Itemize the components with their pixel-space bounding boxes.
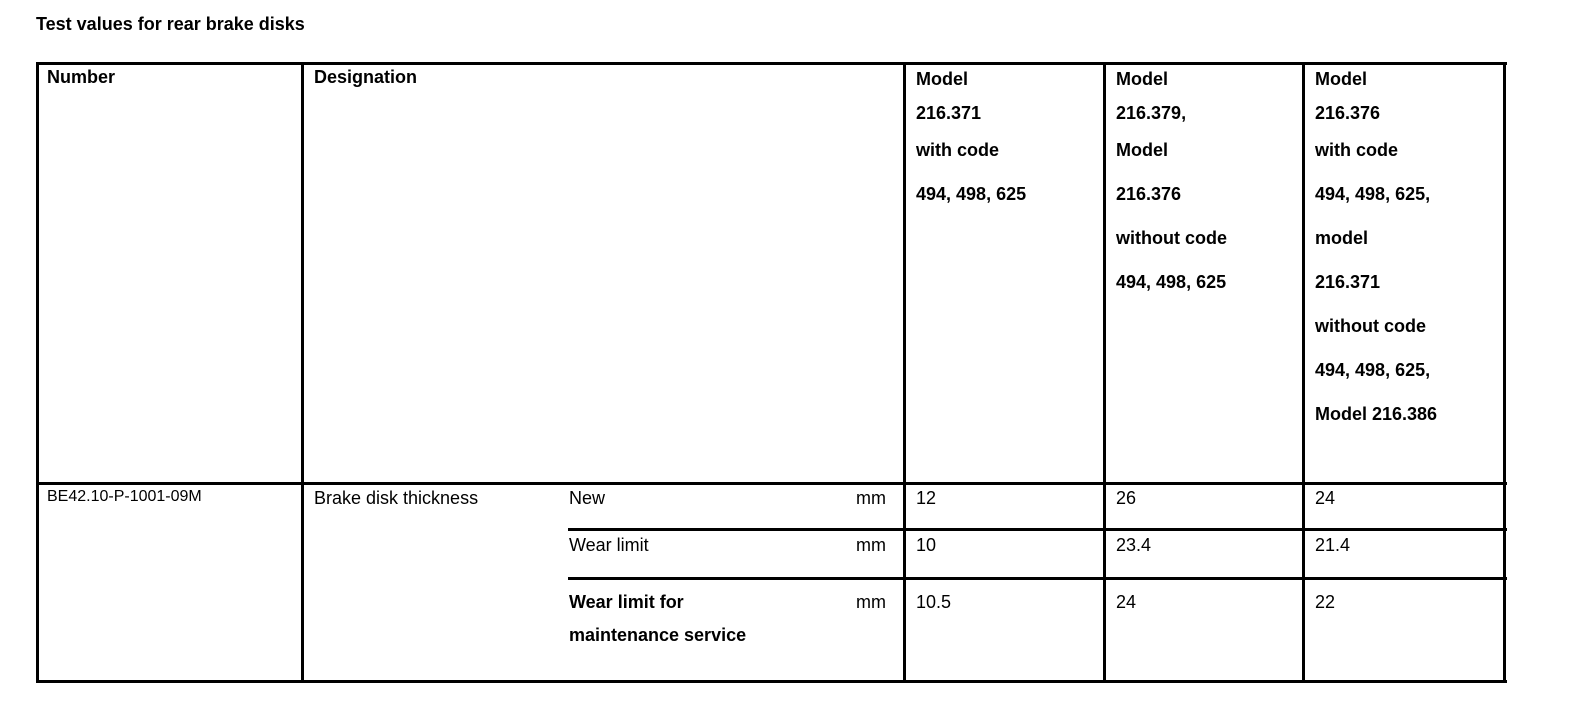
unit: mm	[856, 592, 886, 612]
value-cell: 24	[1116, 592, 1137, 612]
table-border-bottom	[36, 680, 1507, 683]
table-border-top	[36, 62, 1507, 65]
value-cell: 12	[916, 488, 937, 508]
column-divider	[1103, 62, 1106, 683]
column-divider	[301, 62, 304, 683]
header-line: without code	[1116, 228, 1227, 248]
subrow-label-new: New	[569, 488, 606, 508]
header-designation: Designation	[314, 67, 418, 87]
column-divider	[1302, 62, 1305, 683]
header-line: 494, 498, 625	[1116, 272, 1227, 292]
header-line: 216.379,	[1116, 103, 1187, 123]
header-line: with code	[916, 140, 1000, 160]
header-line: Model	[1116, 69, 1168, 89]
header-line: Model	[916, 69, 968, 89]
header-line: 494, 498, 625,	[1315, 184, 1431, 204]
subrow-label-maintenance-line1: Wear limit for	[569, 592, 684, 612]
header-line: 216.371	[1315, 272, 1381, 292]
header-line: Model	[1315, 69, 1367, 89]
header-line: 494, 498, 625,	[1315, 360, 1431, 380]
header-line: 216.371	[916, 103, 982, 123]
row-divider	[568, 528, 1507, 531]
header-number: Number	[47, 67, 116, 87]
value-cell: 10	[916, 535, 937, 555]
header-divider	[36, 482, 1507, 485]
header-model-col1: Model 216.371 with code 494, 498, 625	[916, 64, 1026, 216]
header-line: without code	[1315, 316, 1426, 336]
value-cell: 24	[1315, 488, 1336, 508]
subrow-label-wear-limit: Wear limit	[569, 535, 649, 555]
table-border-right	[1503, 62, 1506, 683]
value-cell: 10.5	[916, 592, 952, 612]
subrow-label-maintenance-line2: maintenance service	[569, 625, 747, 645]
header-line: 216.376	[1116, 184, 1182, 204]
header-line: 494, 498, 625	[916, 184, 1027, 204]
value-cell: 21.4	[1315, 535, 1351, 555]
header-model-col2: Model 216.379, Model 216.376 without cod…	[1116, 64, 1227, 304]
header-line: model	[1315, 228, 1369, 248]
value-cell: 23.4	[1116, 535, 1152, 555]
header-line: with code	[1315, 140, 1399, 160]
row-divider	[568, 577, 1507, 580]
header-model-col3: Model 216.376 with code 494, 498, 625, m…	[1315, 64, 1437, 436]
header-line: 216.376	[1315, 103, 1381, 123]
header-line: Model	[1116, 140, 1168, 160]
table-border-left	[36, 62, 39, 683]
value-cell: 22	[1315, 592, 1336, 612]
cell-number: BE42.10-P-1001-09M	[47, 488, 202, 505]
header-line: Model 216.386	[1315, 404, 1438, 424]
value-cell: 26	[1116, 488, 1137, 508]
cell-designation: Brake disk thickness	[314, 488, 479, 508]
unit: mm	[856, 488, 886, 508]
column-divider	[903, 62, 906, 683]
page-title: Test values for rear brake disks	[36, 14, 305, 34]
unit: mm	[856, 535, 886, 555]
